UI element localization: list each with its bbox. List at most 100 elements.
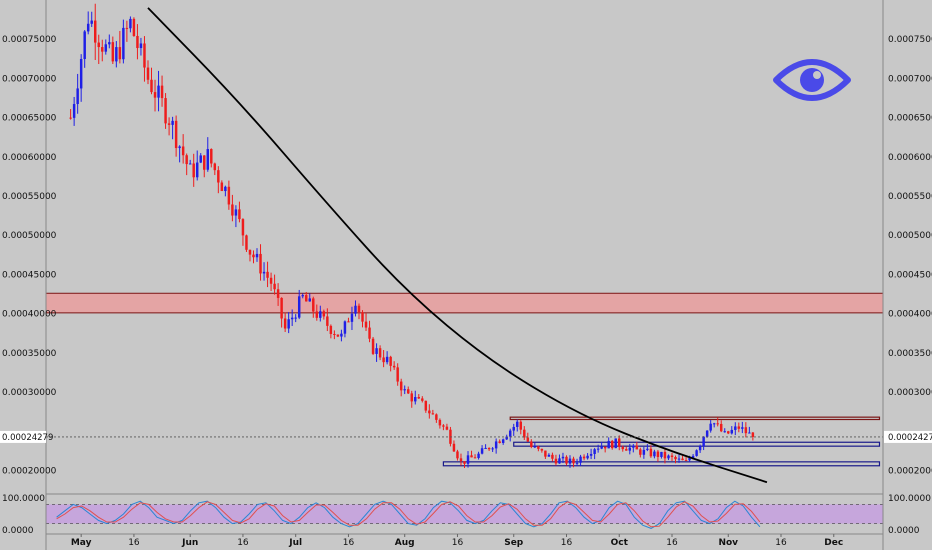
candle-body <box>589 453 593 456</box>
y-tick-label-left: 0.00035000 <box>2 349 57 359</box>
candle-body <box>269 277 273 284</box>
stoch-series-0 <box>56 500 761 529</box>
candle-body <box>280 297 283 319</box>
candle-body <box>371 338 375 354</box>
y-tick-label-right: 0.00045000 <box>888 270 932 280</box>
candle-body <box>111 42 115 62</box>
candle-body <box>132 18 136 36</box>
candle-body <box>364 321 368 328</box>
y-tick-label-right: 0.00030000 <box>888 388 932 398</box>
y-tick-label-left: 0.00030000 <box>2 388 57 398</box>
y-tick-label-left: 0.00045000 <box>2 270 57 280</box>
candle-body <box>350 313 354 322</box>
candle-body <box>642 449 646 455</box>
candle-body <box>368 327 371 339</box>
candle-body <box>523 429 526 438</box>
candle-body <box>241 219 245 236</box>
candle-body <box>354 305 357 314</box>
range-box-2 <box>442 461 881 467</box>
candle-body <box>695 450 698 456</box>
candle-body <box>178 146 181 149</box>
x-tick-label: 16 <box>775 538 787 548</box>
candle-body <box>252 254 255 258</box>
candle-body <box>153 92 157 98</box>
candle-body <box>484 447 487 449</box>
candle-body <box>586 455 589 459</box>
x-tick-label: Jul <box>288 538 302 548</box>
candle-body <box>438 419 442 426</box>
candle-body <box>677 458 681 460</box>
candle-body <box>554 458 558 464</box>
candle-body <box>203 155 206 170</box>
candle-body <box>297 296 301 318</box>
osc-y-tick-right: 100.0000 <box>888 494 931 504</box>
candle-body <box>572 458 575 464</box>
osc-y-tick-left: 100.0000 <box>2 494 45 504</box>
candle-body <box>424 400 428 411</box>
candle-body <box>737 426 741 429</box>
candle-body <box>540 448 544 451</box>
candle-body <box>262 271 266 274</box>
x-tick-label: 16 <box>561 538 573 548</box>
x-tick-label: 16 <box>343 538 355 548</box>
y-tick-label-right: 0.00075000 <box>888 35 932 45</box>
candle-body <box>90 20 93 24</box>
candle-body <box>188 163 192 165</box>
x-tick-label: 16 <box>128 538 140 548</box>
y-tick-label-left: 0.00055000 <box>2 192 57 202</box>
candle-body <box>220 182 224 192</box>
resistance-zone <box>45 292 884 314</box>
candle-body <box>498 441 501 443</box>
x-tick-label: May <box>71 538 92 548</box>
candle-body <box>635 445 639 450</box>
y-tick-label-right: 0.00040000 <box>888 310 932 320</box>
candle-body <box>378 348 382 358</box>
y-tick-label-right: 0.00070000 <box>888 74 932 84</box>
y-tick-label-right: 0.00035000 <box>888 349 932 359</box>
candle-body <box>312 298 315 312</box>
candle-body <box>508 430 512 437</box>
candle-body <box>459 458 463 462</box>
candle-body <box>122 27 125 60</box>
candle-body <box>118 47 122 60</box>
candle-body <box>579 456 582 463</box>
candle-body <box>146 67 150 80</box>
candle-body <box>319 311 322 318</box>
candle-body <box>150 79 153 93</box>
candle-body <box>97 42 100 48</box>
y-tick-label-right: 0.00050000 <box>888 231 932 241</box>
candle-body <box>273 283 276 290</box>
candle-body <box>607 440 610 449</box>
candle-body <box>101 47 104 52</box>
candle-body <box>442 425 445 427</box>
eye-icon <box>773 59 851 101</box>
candle-body <box>94 20 97 43</box>
candle-body <box>537 446 540 449</box>
candle-body <box>157 85 160 98</box>
y-tick-label-right: 0.00055000 <box>888 192 932 202</box>
y-tick-label-left: 0.00020000 <box>2 466 57 476</box>
candle-body <box>234 209 238 216</box>
candle-body <box>136 35 139 49</box>
candle-body <box>702 436 705 447</box>
y-tick-label-left: 0.00050000 <box>2 231 57 241</box>
x-tick-label: Sep <box>504 538 524 548</box>
candle-body <box>217 170 220 183</box>
candle-body <box>160 85 164 99</box>
candle-body <box>582 456 586 459</box>
candle-body <box>519 421 522 430</box>
candle-body <box>290 317 294 320</box>
candle-body <box>568 458 572 464</box>
candle-body <box>621 446 624 450</box>
candle-body <box>480 448 484 454</box>
range-box-0 <box>509 416 881 421</box>
candle-body <box>276 289 280 298</box>
candle-body <box>287 319 290 329</box>
candle-body <box>399 381 403 391</box>
candle-body <box>516 421 519 427</box>
candle-body <box>195 162 199 178</box>
candle-body <box>407 389 410 394</box>
candle-body <box>691 455 695 458</box>
candle-body <box>748 432 751 434</box>
